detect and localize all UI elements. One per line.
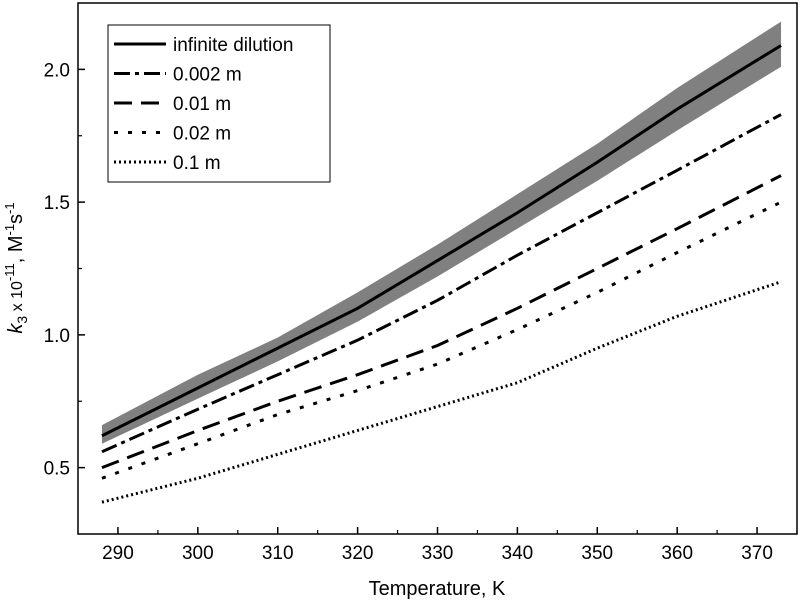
y-axis-title: k3 x 10-11, M-1s-1 [2, 202, 30, 333]
x-tick-label: 360 [661, 543, 693, 564]
series-line-0 [101, 44, 782, 438]
x-tick-label: 350 [581, 543, 613, 564]
y-tick-label: 1.5 [44, 193, 70, 214]
series-line-3 [101, 200, 782, 480]
y-axis-title-unit-s: s [5, 214, 27, 224]
series-line-4 [101, 280, 782, 504]
x-tick-label: 300 [182, 543, 214, 564]
x-tick-label: 310 [262, 543, 294, 564]
legend-label-4: 0.1 m [173, 153, 221, 174]
legend-label-3: 0.02 m [173, 124, 231, 145]
y-axis-title-exponent: -11 [2, 263, 17, 281]
legend: infinite dilution 0.002 m 0.01 m 0.02 m 0.1 … [107, 24, 331, 183]
series-line-2 [101, 174, 782, 470]
legend-label-2: 0.01 m [173, 94, 231, 115]
y-tick-label: 2.0 [44, 60, 70, 81]
x-axis-ticks: 290 300 310 320 330 340 350 360 370 [102, 527, 798, 564]
y-axis-ticks: 0.5 1.0 1.5 2.0 [44, 60, 85, 480]
y-axis-title-subscript: 3 [14, 316, 30, 324]
series-layer [101, 44, 782, 504]
y-tick-label: 1.0 [44, 326, 70, 347]
y-axis-title-multiplier: x 10 [9, 281, 26, 316]
x-tick-label: 340 [502, 543, 534, 564]
x-tick-label: 320 [342, 543, 374, 564]
y-axis-title-symbol: k [5, 323, 27, 334]
x-axis-title: Temperature, K [369, 578, 506, 600]
legend-label-1: 0.002 m [173, 65, 242, 86]
y-tick-label: 0.5 [44, 459, 70, 480]
x-tick-label: 370 [741, 543, 773, 564]
legend-label-0: infinite dilution [173, 35, 293, 56]
x-tick-label: 290 [102, 543, 134, 564]
series-line-1 [101, 113, 782, 454]
x-tick-label: 330 [422, 543, 454, 564]
y-axis-title-unit-exponent-2: -1 [2, 202, 17, 214]
y-axis-title-unit: , M [5, 236, 27, 264]
y-axis-title-unit-exponent-1: -1 [2, 224, 17, 236]
